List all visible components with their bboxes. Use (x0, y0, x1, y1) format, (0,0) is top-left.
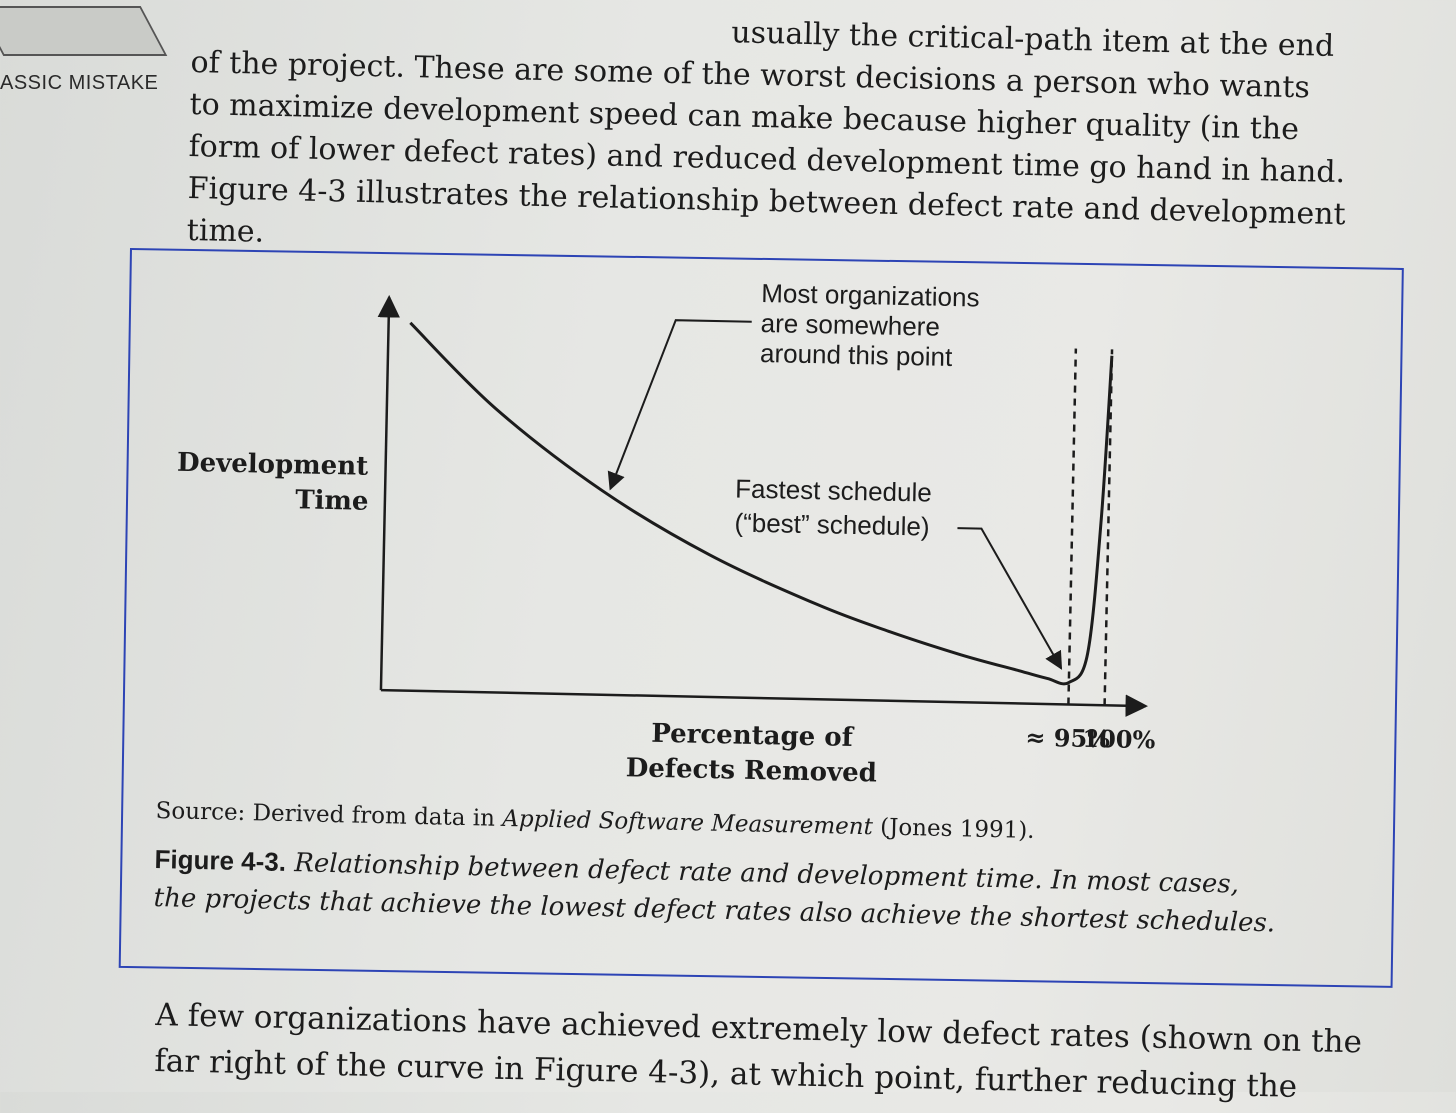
annotation-2-arrow (957, 527, 1063, 670)
x-axis (380, 688, 1149, 717)
y-axis-label-line-2: Time (295, 485, 369, 517)
annotation-1-line-3: around this point (760, 338, 954, 372)
annotation-1-line-1: Most organizations (761, 278, 980, 313)
margin-note: ASSIC MISTAKE (0, 72, 159, 94)
x-axis-label-line-1: Percentage of (651, 719, 855, 753)
y-axis (377, 294, 400, 691)
annotation-1-line-2: are somewhere (760, 308, 940, 342)
annotation-2-line-2: (“best” schedule) (734, 507, 930, 541)
annotation-1-arrow (607, 319, 752, 491)
x-tick-label-95: ≈ 95% (1025, 723, 1110, 754)
source-suffix: (Jones 1991). (872, 814, 1035, 844)
y-axis-label-line-1: Development (177, 448, 369, 482)
x-tick-label-100: 100% (1082, 724, 1156, 755)
defect-time-curve (409, 321, 1114, 686)
annotation-2-line-1: Fastest schedule (735, 473, 932, 507)
reference-line-1 (1067, 348, 1078, 705)
figure-label: Figure 4-3. (154, 843, 287, 877)
x-axis-label-line-2: Defects Removed (625, 753, 877, 788)
